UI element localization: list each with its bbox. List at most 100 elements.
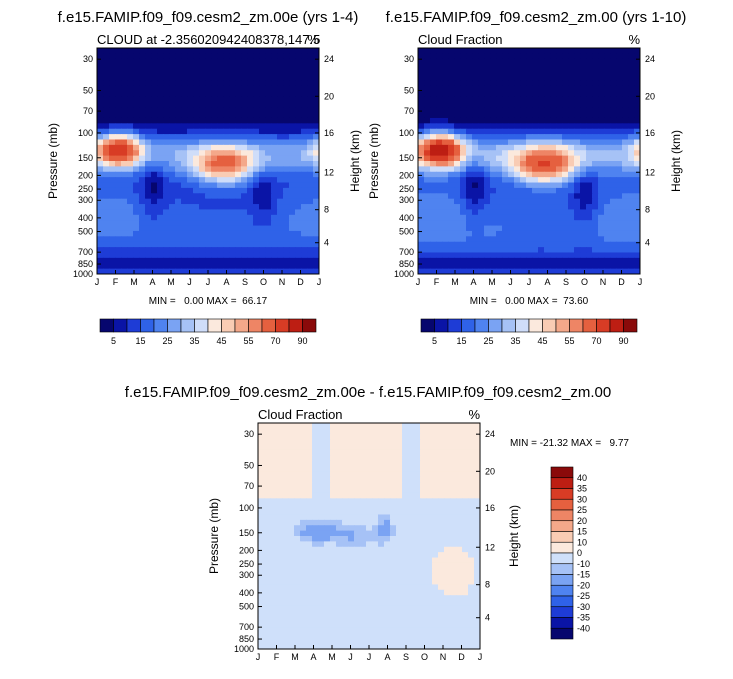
contour-cell: [121, 74, 128, 81]
contour-cell: [568, 155, 575, 162]
contour-cell: [241, 134, 248, 141]
contour-cell: [586, 128, 593, 135]
contour-cell: [384, 482, 391, 489]
contour-cell: [418, 187, 425, 194]
contour-cell: [430, 225, 437, 232]
contour-cell: [253, 263, 260, 270]
contour-cell: [139, 117, 146, 124]
contour-cell: [277, 257, 284, 264]
contour-cell: [330, 519, 337, 526]
contour-cell: [384, 627, 391, 634]
contour-cell: [456, 503, 463, 510]
contour-cell: [460, 64, 467, 71]
contour-cell: [289, 263, 296, 270]
contour-cell: [97, 101, 104, 108]
contour-cell: [436, 247, 443, 254]
contour-cell: [229, 204, 236, 211]
contour-cell: [532, 150, 539, 157]
contour-cell: [444, 423, 451, 429]
contour-cell: [448, 187, 455, 194]
contour-cell: [520, 74, 527, 81]
contour-cell: [235, 69, 242, 76]
contour-cell: [538, 150, 545, 157]
contour-cell: [544, 263, 551, 270]
contour-cell: [163, 128, 170, 135]
contour-cell: [247, 48, 254, 54]
contour-cell: [580, 161, 587, 167]
contour-cell: [438, 589, 445, 596]
contour-cell: [115, 134, 122, 141]
contour-cell: [169, 161, 176, 167]
contour-cell: [259, 139, 266, 146]
contour-cell: [211, 150, 218, 157]
contour-cell: [247, 198, 254, 205]
contour-cell: [247, 58, 254, 65]
contour-cell: [211, 123, 218, 130]
contour-cell: [574, 117, 581, 124]
y-tick-label: 1000: [234, 644, 254, 654]
contour-cell: [288, 519, 295, 526]
contour-cell: [592, 107, 599, 114]
contour-cell: [354, 433, 361, 440]
contour-cell: [622, 117, 629, 124]
contour-cell: [139, 225, 146, 232]
contour-cell: [235, 101, 242, 108]
contour-cell: [366, 611, 373, 618]
contour-cell: [418, 241, 425, 248]
contour-cell: [145, 91, 152, 98]
contour-cell: [472, 91, 479, 98]
contour-cell: [598, 53, 605, 60]
contour-cell: [241, 117, 248, 124]
contour-cell: [97, 91, 104, 98]
contour-cell: [157, 209, 164, 216]
y-right-tick-label: 8: [324, 205, 329, 215]
contour-cell: [133, 139, 140, 146]
colorbar-swatch: [221, 318, 236, 333]
contour-cell: [580, 268, 587, 274]
x-tick-label: M: [451, 277, 459, 287]
contour-cell: [490, 193, 497, 200]
contour-cell: [360, 536, 367, 542]
contour-cell: [460, 241, 467, 248]
contour-cell: [282, 541, 289, 548]
contour-cell: [490, 161, 497, 167]
contour-cell: [610, 193, 617, 200]
contour-cell: [270, 444, 277, 451]
contour-cell: [456, 605, 463, 612]
contour-cell: [496, 166, 503, 173]
contour-cell: [450, 622, 457, 629]
contour-cell: [139, 182, 146, 189]
contour-cell: [199, 58, 206, 65]
contour-cell: [300, 622, 307, 629]
contour-cell: [520, 198, 527, 205]
contour-cell: [229, 139, 236, 146]
contour-cell: [300, 525, 307, 532]
contour-cell: [163, 80, 170, 87]
contour-cell: [115, 123, 122, 130]
contour-cell: [354, 460, 361, 467]
contour-cell: [426, 476, 433, 483]
contour-cell: [157, 58, 164, 65]
contour-cell: [133, 117, 140, 124]
contour-cell: [586, 134, 593, 141]
contour-cell: [139, 58, 146, 65]
contour-cell: [550, 198, 557, 205]
contour-cell: [300, 503, 307, 510]
colorbar-label: 55: [243, 336, 253, 346]
contour-cell: [259, 236, 266, 243]
contour-cell: [289, 177, 296, 184]
y-tick-label: 250: [239, 559, 254, 569]
contour-cell: [622, 241, 629, 248]
contour-cell: [283, 209, 290, 216]
contour-cell: [139, 64, 146, 71]
contour-cell: [562, 128, 569, 135]
contour-cell: [264, 482, 271, 489]
contour-cell: [259, 112, 266, 119]
contour-cell: [169, 112, 176, 119]
contour-cell: [402, 509, 409, 516]
contour-cell: [520, 214, 527, 221]
contour-cell: [462, 546, 469, 553]
contour-cell: [211, 263, 218, 270]
contour-cell: [610, 150, 617, 157]
contour-cell: [544, 58, 551, 65]
